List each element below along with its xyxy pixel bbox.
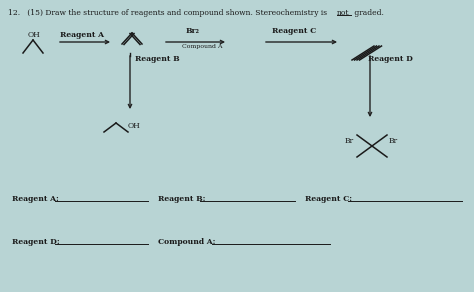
Text: Reagent B: Reagent B xyxy=(135,55,180,63)
Text: Reagent C:: Reagent C: xyxy=(305,195,352,203)
Text: graded.: graded. xyxy=(352,9,384,17)
Text: Compound A: Compound A xyxy=(182,44,222,49)
Text: Reagent A: Reagent A xyxy=(60,31,104,39)
Text: Reagent B:: Reagent B: xyxy=(158,195,206,203)
Text: Reagent A:: Reagent A: xyxy=(12,195,59,203)
Text: OH: OH xyxy=(28,31,41,39)
Text: OH: OH xyxy=(128,122,141,130)
Text: 12.   (15) Draw the structure of reagents and compound shown. Stereochemistry is: 12. (15) Draw the structure of reagents … xyxy=(8,9,329,17)
Text: Br: Br xyxy=(389,137,398,145)
Text: Reagent D:: Reagent D: xyxy=(12,238,60,246)
Text: Reagent D: Reagent D xyxy=(368,55,413,63)
Text: not: not xyxy=(337,9,349,17)
Text: Reagent C: Reagent C xyxy=(272,27,316,35)
Text: Br₂: Br₂ xyxy=(186,27,200,35)
Text: Compound A:: Compound A: xyxy=(158,238,216,246)
Text: Br: Br xyxy=(345,137,354,145)
